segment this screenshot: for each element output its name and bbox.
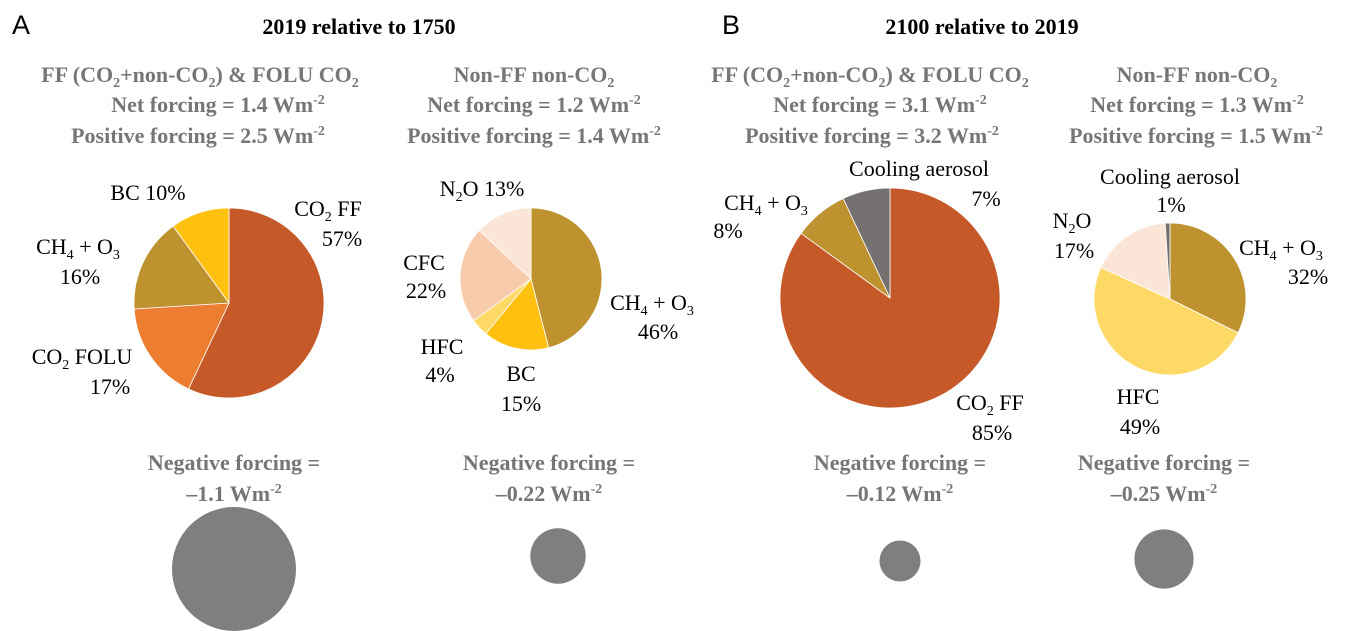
- b2-label-cooling-pct: 1%: [1156, 192, 1185, 217]
- pie-b2-slice-cooling-aerosol: [1164, 222, 1171, 300]
- b1-label-cooling: Cooling aerosol: [849, 156, 989, 181]
- b2-label-cooling: Cooling aerosol: [1100, 164, 1240, 189]
- pie-a2-slice-n2o: [478, 207, 532, 280]
- a2-header-positive: Positive forcing = 1.4 Wm-2: [407, 123, 661, 148]
- negative-forcing-circle-3: [879, 540, 921, 582]
- a2-negative-label: Negative forcing =: [463, 450, 635, 475]
- b1-label-ch4-pct: 8%: [713, 218, 742, 243]
- a1-label-ch4: CH4 + O3: [36, 234, 120, 263]
- b1-header-positive: Positive forcing = 3.2 Wm-2: [745, 123, 999, 148]
- b1-negative-value: –0.12 Wm-2: [846, 481, 954, 506]
- b2-label-hfc-pct: 49%: [1120, 414, 1160, 439]
- a1-label-co2folu: CO2 FOLU: [32, 344, 133, 373]
- negative-forcing-circle-4: [1134, 529, 1194, 589]
- a2-label-ch4-pct: 46%: [638, 319, 678, 344]
- pie-a1-slice-ch4-o3: [133, 225, 230, 310]
- b1-label-ch4: CH4 + O3: [724, 190, 808, 219]
- panel-letter-a: A: [12, 10, 30, 40]
- b1-label-co2ff: CO2 FF: [956, 390, 1024, 419]
- a2-label-hfc: HFC: [421, 334, 464, 359]
- a1-label-bc: BC 10%: [110, 180, 185, 205]
- a2-label-bc-pct: 15%: [501, 391, 541, 416]
- pie-a1-slice-bc: [172, 207, 230, 305]
- pie-a1: [133, 207, 325, 399]
- b2-label-ch4: CH4 + O3: [1239, 235, 1323, 264]
- b2-header-net: Net forcing = 1.3 Wm-2: [1090, 92, 1303, 117]
- b1-negative-label: Negative forcing =: [814, 450, 986, 475]
- a2-label-cfc-pct: 22%: [406, 278, 446, 303]
- pie-b1: [779, 187, 1001, 409]
- a1-header-group: FF (CO2+non-CO2) & FOLU CO2: [41, 62, 359, 91]
- a1-label-ch4-pct: 16%: [60, 264, 100, 289]
- a2-label-ch4: CH4 + O3: [610, 290, 694, 319]
- a2-negative-value: –0.22 Wm-2: [495, 481, 603, 506]
- pie-a2-slice-ch4-o3: [530, 207, 603, 349]
- a1-negative-label: Negative forcing =: [148, 450, 320, 475]
- b2-header-group: Non-FF non-CO2: [1117, 62, 1278, 91]
- a1-label-co2ff-pct: 57%: [322, 226, 362, 251]
- a2-header-group: Non-FF non-CO2: [454, 62, 615, 91]
- b2-label-n2o: N2O: [1053, 208, 1092, 237]
- pie-b2-slice-hfc: [1093, 266, 1239, 376]
- b1-header-net: Net forcing = 3.1 Wm-2: [773, 92, 986, 117]
- a2-label-bc: BC: [506, 361, 535, 386]
- a1-label-co2ff: CO2 FF: [294, 196, 362, 225]
- pie-a1-slice-co2-folu: [133, 302, 230, 390]
- a1-header-positive: Positive forcing = 2.5 Wm-2: [71, 123, 325, 148]
- b2-negative-label: Negative forcing =: [1078, 450, 1250, 475]
- pie-b2-slice-ch4-o3: [1169, 222, 1247, 334]
- negative-forcing-circle-1: [172, 507, 296, 631]
- a1-header-net: Net forcing = 1.4 Wm-2: [111, 92, 324, 117]
- panel-b-title: 2100 relative to 2019: [885, 14, 1078, 39]
- pie-a2-slice-bc: [485, 278, 550, 351]
- b2-negative-value: –0.25 Wm-2: [1110, 481, 1218, 506]
- a1-negative-value: –1.1 Wm-2: [185, 481, 282, 506]
- pie-a1-slice-co2-ff: [188, 207, 325, 399]
- a1-label-co2folu-pct: 17%: [90, 374, 130, 399]
- b1-label-co2ff-pct: 85%: [972, 420, 1012, 445]
- a2-header-net: Net forcing = 1.2 Wm-2: [427, 92, 640, 117]
- panel-letter-b: B: [722, 10, 740, 40]
- pie-a2: [459, 207, 603, 351]
- b2-label-ch4-pct: 32%: [1288, 264, 1328, 289]
- b1-label-cooling-pct: 7%: [971, 186, 1000, 211]
- negative-forcing-circles: [172, 507, 1194, 631]
- b2-header-positive: Positive forcing = 1.5 Wm-2: [1069, 123, 1323, 148]
- negative-forcing-circle-2: [530, 528, 586, 584]
- pie-b2-slice-n2o: [1100, 222, 1171, 300]
- a2-label-cfc: CFC: [403, 250, 445, 275]
- panel-a-title: 2019 relative to 1750: [262, 14, 455, 39]
- a2-label-n2o: N2O 13%: [440, 176, 525, 205]
- pie-b1-slice-cooling-aerosol: [842, 187, 891, 299]
- b1-header-group: FF (CO2+non-CO2) & FOLU CO2: [711, 62, 1029, 91]
- pie-a2-slice-cfc: [459, 229, 532, 322]
- b2-label-hfc: HFC: [1117, 384, 1160, 409]
- pie-b2: [1093, 222, 1247, 376]
- b2-label-n2o-pct: 17%: [1054, 238, 1094, 263]
- a2-label-hfc-pct: 4%: [425, 362, 454, 387]
